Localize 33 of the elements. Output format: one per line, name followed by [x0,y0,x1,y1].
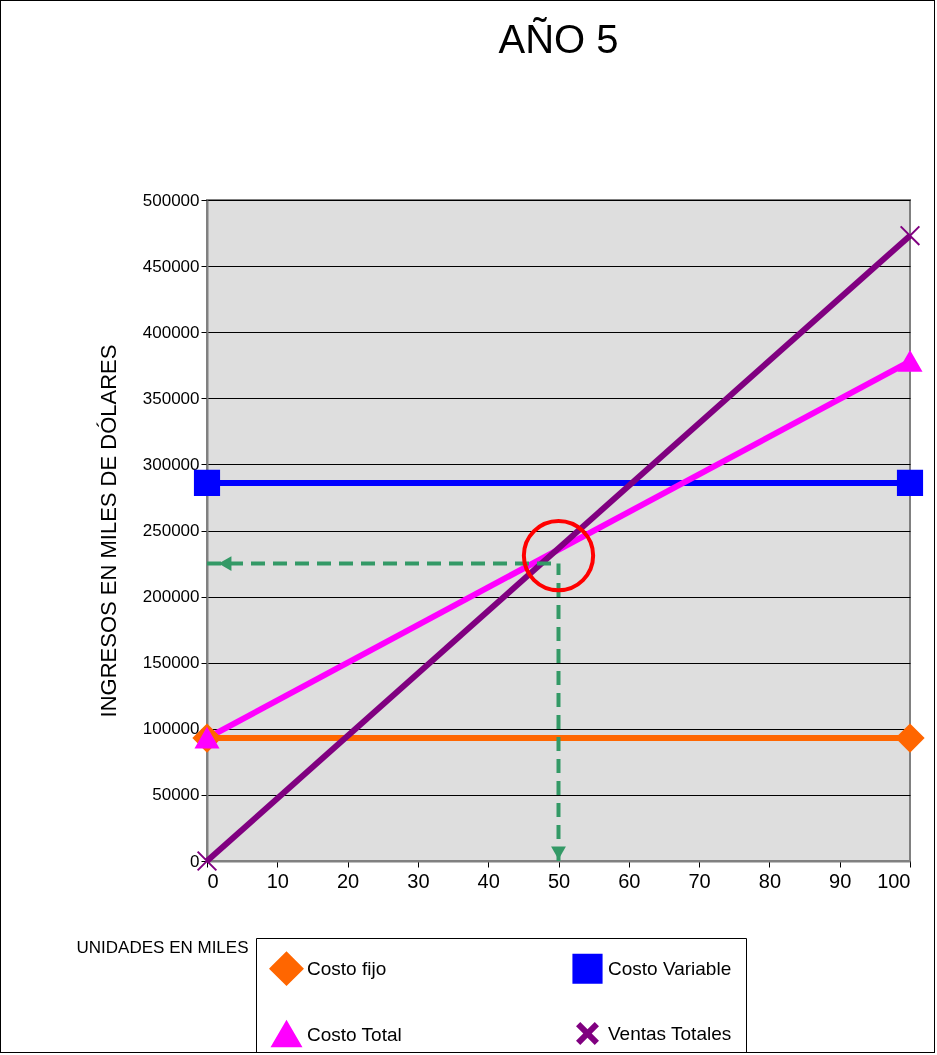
x-axis-title: UNIDADES EN MILES [76,937,249,957]
x-tick-label: 0 [207,869,219,892]
y-tick-label: 150000 [142,653,200,673]
x-tick-label: 10 [266,869,289,892]
y-tick-label: 250000 [142,521,200,540]
legend-label: Costo fijo [307,957,387,979]
y-tick-label: 0 [190,851,200,871]
point [895,723,925,753]
y-tick-label: 100000 [142,719,200,739]
legend-label: Ventas Totales [608,1022,732,1044]
y-tick-label: 400000 [142,322,200,342]
point [899,225,921,247]
y-tick-label: 350000 [142,388,200,408]
legend-label: Costo Variable [608,957,732,979]
y-tick-label: 300000 [142,454,200,474]
x-tick-label: 20 [336,869,360,892]
y-tick-label: 500000 [142,190,200,210]
y-tick-label: 450000 [142,256,200,276]
y-tick-label: 50000 [152,785,200,805]
legend-label: Costo Total [307,1024,402,1045]
point [896,469,924,496]
x-tick-label: 60 [618,869,641,892]
x-tick-label: 80 [758,869,782,892]
x-tick-label: 100 [877,869,911,892]
x-tick-label: 30 [407,869,430,892]
x-tick-label: 90 [829,869,852,892]
chart-title: AÑO 5 [498,17,619,61]
x-tick-label: 70 [688,869,711,892]
point [193,469,221,496]
x-tick-label: 40 [477,869,500,892]
y-axis-title: INGRESOS EN MILES DE DÓLARES [95,344,121,718]
y-tick-label: 200000 [142,587,200,607]
x-tick-label: 50 [547,869,571,892]
